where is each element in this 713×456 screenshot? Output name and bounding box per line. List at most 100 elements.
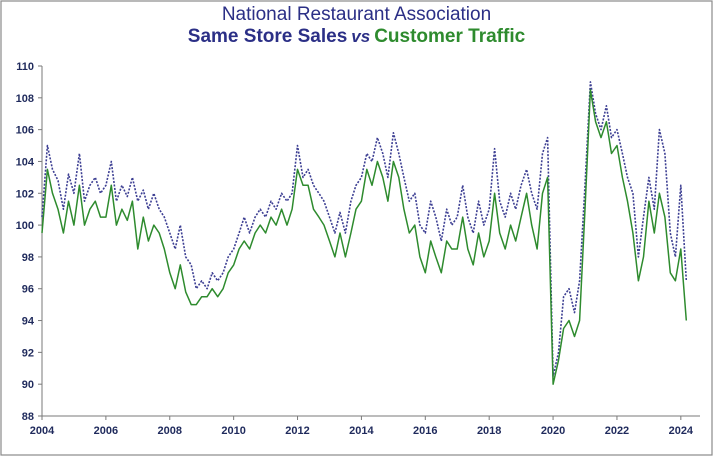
traffic-point [478,232,479,233]
sales-point [632,193,633,194]
sales-point [302,177,303,178]
traffic-point [84,225,85,226]
sales-point [223,272,224,273]
y-tick-label: 104 [16,156,35,168]
traffic-point [180,264,181,265]
sales-point [73,193,74,194]
sales-point [153,193,154,194]
traffic-point [100,217,101,218]
sales-point [52,169,53,170]
sales-point [430,201,431,202]
traffic-point [169,272,170,273]
traffic-point [382,177,383,178]
sales-point [116,201,117,202]
traffic-point [270,217,271,218]
traffic-point [531,225,532,226]
sales-point [654,209,655,210]
sales-point [334,232,335,233]
traffic-point [616,145,617,146]
sales-point [159,209,160,210]
y-tick-label: 88 [22,411,34,423]
traffic-point [414,225,415,226]
sales-point [409,201,410,202]
sales-point [281,193,282,194]
traffic-point [377,161,378,162]
subtitle-traffic: Customer Traffic [374,26,526,47]
sales-point [276,209,277,210]
traffic-point [611,153,612,154]
traffic-point [409,232,410,233]
sales-point [132,177,133,178]
sales-point [494,148,495,149]
sales-point [595,113,596,114]
sales-point [600,129,601,130]
traffic-point [185,291,186,292]
traffic-point [255,232,256,233]
sales-point [207,288,208,289]
sales-point [164,217,165,218]
traffic-point [403,209,404,210]
sales-point [664,153,665,154]
x-tick-label: 2018 [477,425,501,437]
sales-point [659,129,660,130]
sales-point [510,193,511,194]
sales-point [350,201,351,202]
x-tick-label: 2016 [413,425,437,437]
sales-point [105,185,106,186]
traffic-point [239,248,240,249]
traffic-point [191,304,192,305]
sales-point [111,161,112,162]
x-tick-label: 2014 [349,425,374,437]
traffic-point [441,272,442,273]
sales-point [366,153,367,154]
sales-point [265,217,266,218]
y-tick-label: 90 [22,379,34,391]
traffic-point [558,360,559,361]
sales-point [143,190,144,191]
subtitle-vs: vs [351,27,371,46]
sales-point [382,153,383,154]
chart-title: National Restaurant Association [221,4,492,25]
sales-point [393,132,394,133]
sales-point [467,217,468,218]
traffic-point [265,232,266,233]
x-tick-label: 2024 [669,425,694,437]
traffic-point [600,137,601,138]
traffic-point [473,264,474,265]
sales-point [191,264,192,265]
traffic-point [79,185,80,186]
y-tick-label: 98 [22,252,34,264]
traffic-point [339,232,340,233]
sales-point [255,217,256,218]
traffic-point [350,232,351,233]
sales-point [563,296,564,297]
traffic-point [323,225,324,226]
y-tick-label: 102 [16,188,34,200]
sales-point [217,280,218,281]
traffic-point [462,217,463,218]
sales-point [100,193,101,194]
sales-point [185,256,186,257]
series-line-same-store-sales [41,81,688,378]
traffic-point [217,296,218,297]
traffic-point [153,225,154,226]
sales-point [515,209,516,210]
traffic-point [111,185,112,186]
sales-point [473,232,474,233]
sales-point [371,161,372,162]
traffic-point [659,193,660,194]
traffic-point [489,240,490,241]
traffic-point [361,201,362,202]
traffic-point [622,177,623,178]
traffic-point [670,272,671,273]
traffic-point [159,232,160,233]
traffic-point [63,232,64,233]
sales-point [137,201,138,202]
sales-point [457,217,458,218]
sales-point [547,137,548,138]
traffic-point [435,256,436,257]
traffic-point [430,240,431,241]
sales-point [260,209,261,210]
traffic-point [638,280,639,281]
sales-point [446,209,447,210]
